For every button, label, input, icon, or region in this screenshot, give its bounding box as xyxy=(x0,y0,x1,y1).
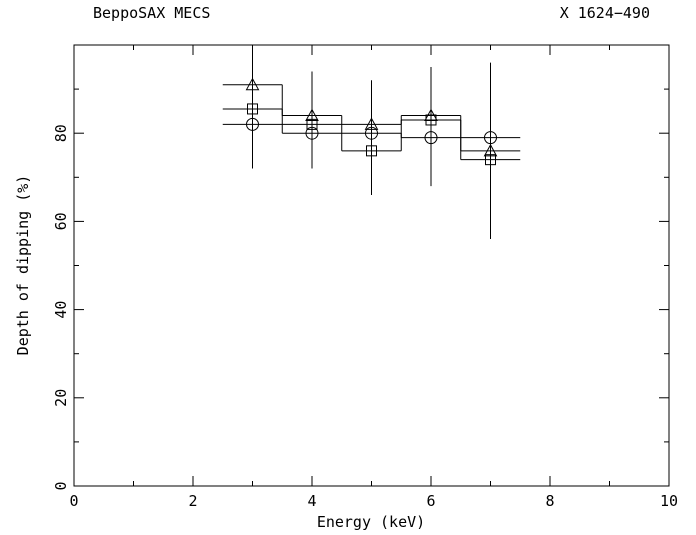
x-tick-label: 2 xyxy=(188,492,197,510)
chart-title-right: X 1624−490 xyxy=(560,4,650,22)
y-tick-labels: 0 20 40 60 80 xyxy=(52,124,70,490)
x-tick-label: 8 xyxy=(545,492,554,510)
y-tick-label: 80 xyxy=(52,124,70,142)
chart-title-left: BeppoSAX MECS xyxy=(93,4,210,22)
x-tick-label: 6 xyxy=(426,492,435,510)
y-tick-label: 60 xyxy=(52,212,70,230)
circle-marker xyxy=(246,117,259,131)
x-tick-label: 0 xyxy=(69,492,78,510)
x-tick-label: 4 xyxy=(307,492,316,510)
y-axis-label: Depth of dipping (%) xyxy=(14,175,32,356)
circle-marker xyxy=(365,126,378,140)
series-circle xyxy=(222,62,521,213)
axis-ticks xyxy=(73,44,670,487)
x-axis-label: Energy (keV) xyxy=(317,513,425,531)
y-tick-label: 40 xyxy=(52,301,70,319)
data-marks xyxy=(222,45,521,240)
y-tick-label: 20 xyxy=(52,389,70,407)
x-tick-labels: 0 2 4 6 8 10 xyxy=(69,492,678,510)
circle-marker xyxy=(484,131,497,145)
x-tick-label: 10 xyxy=(660,492,678,510)
circle-marker xyxy=(424,131,438,145)
y-tick-label: 0 xyxy=(52,481,70,490)
circle-marker xyxy=(305,126,319,140)
